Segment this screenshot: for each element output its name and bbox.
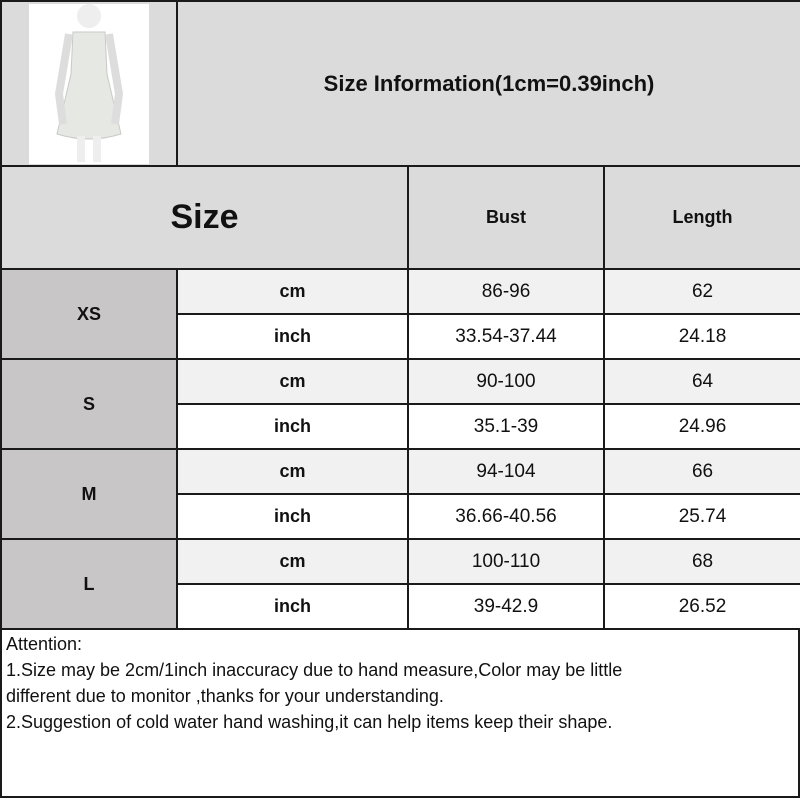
attention-notes: Attention: 1.Size may be 2cm/1inch inacc… [0, 629, 800, 798]
note-line: 2.Suggestion of cold water hand washing,… [6, 712, 613, 732]
length-value: 66 [602, 448, 800, 495]
bust-value: 35.1-39 [407, 403, 605, 450]
table-row: inch 36.66-40.56 25.74 [1, 493, 800, 540]
note-line: different due to monitor ,thanks for you… [6, 686, 444, 706]
unit-label: cm [176, 448, 409, 495]
product-image-cell [0, 0, 178, 167]
unit-label: inch [176, 403, 409, 450]
size-label: L [0, 538, 178, 630]
size-label: M [0, 448, 178, 540]
length-value: 62 [602, 268, 800, 315]
unit-label: inch [176, 313, 409, 360]
length-value: 24.18 [602, 313, 800, 360]
unit-label: cm [176, 268, 409, 315]
bust-value: 94-104 [407, 448, 605, 495]
size-label: S [0, 358, 178, 450]
size-header: Size [0, 165, 409, 270]
unit-label: cm [176, 358, 409, 405]
table-row: inch 39-42.9 26.52 [1, 583, 800, 630]
unit-label: cm [176, 538, 409, 585]
size-chart-table: Size Information(1cm=0.39inch) Size Bust… [0, 0, 800, 630]
bust-value: 39-42.9 [407, 583, 605, 630]
length-value: 64 [602, 358, 800, 405]
unit-label: inch [176, 493, 409, 540]
table-row: inch 35.1-39 24.96 [1, 403, 800, 450]
length-value: 68 [602, 538, 800, 585]
table-row: XS cm 86-96 62 [0, 268, 800, 360]
length-value: 26.52 [602, 583, 800, 630]
chart-title: Size Information(1cm=0.39inch) [175, 0, 800, 167]
bust-value: 86-96 [407, 268, 605, 315]
table-row: inch 33.54-37.44 24.18 [1, 313, 800, 360]
bust-value: 90-100 [407, 358, 605, 405]
bust-value: 36.66-40.56 [407, 493, 605, 540]
bust-value: 33.54-37.44 [407, 313, 605, 360]
length-value: 24.96 [602, 403, 800, 450]
size-label: XS [0, 268, 178, 360]
note-line: 1.Size may be 2cm/1inch inaccuracy due t… [6, 660, 623, 680]
bust-header: Bust [407, 165, 605, 270]
unit-label: inch [176, 583, 409, 630]
note-line: Attention: [6, 634, 83, 654]
length-header: Length [602, 165, 800, 270]
length-value: 25.74 [602, 493, 800, 540]
product-image [29, 4, 149, 164]
bust-value: 100-110 [407, 538, 605, 585]
